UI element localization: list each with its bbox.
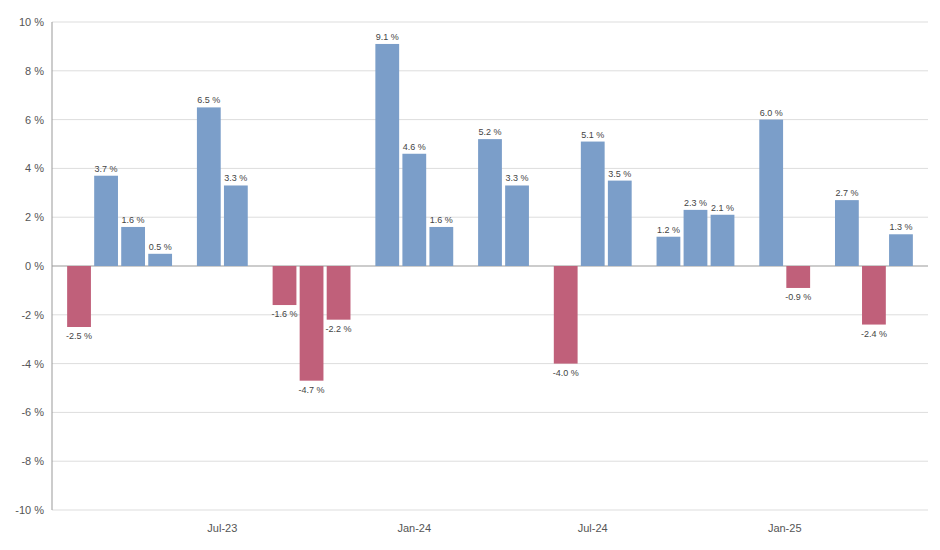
data-label: 1.6 % xyxy=(122,215,145,225)
data-labels: -2.5 % 3.7 % 1.6 % 0.5 % 6.5 % 3.3 % -1.6 % -4.… xyxy=(66,32,912,395)
y-tick-label: -10 % xyxy=(15,504,44,516)
y-axis-line xyxy=(52,22,53,510)
data-label: -2.2 % xyxy=(326,324,352,334)
bar xyxy=(429,227,453,266)
grid-line xyxy=(52,412,928,413)
bar xyxy=(711,215,735,266)
bar xyxy=(273,266,297,305)
y-tick-label: 2 % xyxy=(25,211,44,223)
bar xyxy=(759,120,783,266)
bar xyxy=(67,266,91,327)
data-label: 1.3 % xyxy=(889,222,912,232)
chart: -10 % -8 % -6 % -4 % -2 % 0 % 2 % 4 % 6 % 8 % 10 %… xyxy=(0,0,940,550)
data-label: 5.2 % xyxy=(478,127,501,137)
data-label: 3.7 % xyxy=(95,164,118,174)
y-tick-label: -2 % xyxy=(21,309,44,321)
bar xyxy=(786,266,810,288)
y-tick-label: -4 % xyxy=(21,358,44,370)
x-axis: Jul-23 Jan-24 Jul-24 Jan-25 xyxy=(207,522,801,534)
data-label: 0.5 % xyxy=(149,242,172,252)
bar xyxy=(375,44,399,266)
data-label: 2.3 % xyxy=(684,198,707,208)
data-label: 6.5 % xyxy=(197,95,220,105)
bar xyxy=(889,234,913,266)
data-label: 2.7 % xyxy=(835,188,858,198)
data-label: -0.9 % xyxy=(785,292,811,302)
bar xyxy=(402,154,426,266)
data-label: -2.4 % xyxy=(861,329,887,339)
data-label: -4.0 % xyxy=(553,368,579,378)
data-label: 4.6 % xyxy=(403,142,426,152)
data-label: 3.3 % xyxy=(224,173,247,183)
bar xyxy=(300,266,324,381)
bar xyxy=(684,210,708,266)
bar xyxy=(554,266,578,364)
bar xyxy=(581,142,605,266)
data-label: 3.5 % xyxy=(608,169,631,179)
x-tick-label: Jan-25 xyxy=(768,522,802,534)
bar xyxy=(608,181,632,266)
data-label: -1.6 % xyxy=(272,309,298,319)
x-tick-label: Jul-23 xyxy=(207,522,237,534)
grid xyxy=(52,22,928,510)
data-label: 5.1 % xyxy=(581,130,604,140)
data-label: -2.5 % xyxy=(66,331,92,341)
grid-line xyxy=(52,510,928,511)
bar xyxy=(327,266,351,320)
grid-line xyxy=(52,363,928,364)
data-label: 1.2 % xyxy=(657,225,680,235)
bar xyxy=(862,266,886,325)
data-label: 1.6 % xyxy=(430,215,453,225)
bars xyxy=(67,44,913,381)
bar xyxy=(224,185,248,266)
y-axis: -10 % -8 % -6 % -4 % -2 % 0 % 2 % 4 % 6 % 8 % 10 % xyxy=(15,16,52,516)
y-tick-label: 4 % xyxy=(25,162,44,174)
bar xyxy=(197,107,221,266)
bar xyxy=(835,200,859,266)
y-tick-label: 8 % xyxy=(25,65,44,77)
grid-line xyxy=(52,22,928,23)
y-tick-label: 10 % xyxy=(19,16,44,28)
bar xyxy=(505,185,529,266)
y-tick-label: 0 % xyxy=(25,260,44,272)
bar xyxy=(94,176,118,266)
data-label: 9.1 % xyxy=(376,32,399,42)
bar xyxy=(121,227,145,266)
grid-line xyxy=(52,461,928,462)
y-tick-label: -8 % xyxy=(21,455,44,467)
y-tick-label: -6 % xyxy=(21,406,44,418)
x-tick-label: Jul-24 xyxy=(578,522,608,534)
data-label: -4.7 % xyxy=(299,385,325,395)
grid-line xyxy=(52,70,928,71)
data-label: 6.0 % xyxy=(760,108,783,118)
grid-line xyxy=(52,314,928,315)
bar xyxy=(657,237,681,266)
data-label: 2.1 % xyxy=(711,203,734,213)
bar xyxy=(478,139,502,266)
x-tick-label: Jan-24 xyxy=(397,522,431,534)
y-tick-label: 6 % xyxy=(25,114,44,126)
data-label: 3.3 % xyxy=(506,173,529,183)
grid-line xyxy=(52,119,928,120)
bar xyxy=(148,254,172,266)
